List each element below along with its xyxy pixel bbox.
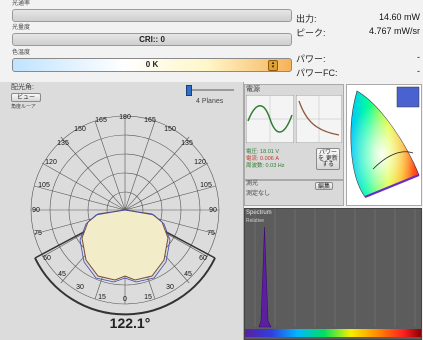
measure-status: 測定なし: [246, 191, 271, 197]
power-label: パワー:: [296, 54, 326, 64]
cri-bar: CRI:: 0: [12, 33, 292, 46]
electrical-readout: 電圧: 18.01 V 電流: 0.006 A 周波数: 0.03 Hz: [246, 149, 285, 170]
cct-value: 0 K: [145, 60, 159, 69]
spectrum-chart: [245, 209, 421, 337]
angle-label-105-right: 105: [200, 182, 212, 189]
angle-label-165-right: 165: [144, 117, 156, 124]
angle-label-60-right: 60: [199, 255, 207, 262]
angle-label-135-left: 135: [57, 140, 69, 147]
polar-angle-labels: 180 165 165 150 150 135 135 120 120 105 …: [32, 114, 217, 303]
polar-sub-label: 角度ルーア: [11, 104, 36, 110]
planes-label: 4 Planes: [196, 98, 224, 105]
angle-label-15-left: 15: [98, 294, 106, 301]
electrical-title: 電源: [246, 86, 260, 93]
cct-spinner[interactable]: ▴ ▾: [268, 60, 278, 71]
edit-button[interactable]: 編集: [315, 182, 333, 190]
beam-angle-arc: [34, 257, 216, 316]
wavelength-color-bar: [245, 329, 421, 337]
distribution-fill: [81, 209, 169, 281]
angle-label-15-right: 15: [144, 294, 152, 301]
measure-title: 測光: [246, 181, 259, 187]
angle-label-60-left: 60: [43, 255, 51, 262]
current-readout: 電流: 0.006 A: [246, 156, 280, 162]
angle-label-30-right: 30: [166, 284, 174, 291]
top-label-2: 光量度: [12, 25, 31, 31]
power-value: -: [417, 52, 420, 62]
peak-label: ピーク:: [296, 28, 326, 38]
distribution-curve-blue: [79, 209, 171, 283]
spectrum-peak: [258, 226, 272, 328]
cct-bar: 0 K: [12, 58, 292, 72]
polar-title: 配光角:: [11, 84, 34, 91]
luminous-flux-bar: [12, 9, 292, 22]
update-power-button[interactable]: パワーを 更新する: [316, 148, 340, 170]
cie-diagram: [350, 86, 420, 199]
output-value: 14.60 mW: [378, 12, 420, 22]
output-label: 出力:: [296, 14, 317, 24]
power-fc-label: パワーFC:: [296, 68, 338, 78]
angle-label-135-right: 135: [181, 140, 193, 147]
angle-label-75-right: 75: [207, 230, 215, 237]
angle-label-45-left: 45: [58, 271, 66, 278]
angle-label-45-right: 45: [184, 271, 192, 278]
angle-label-90-right: 90: [209, 207, 217, 214]
angle-label-150-right: 150: [164, 126, 176, 133]
top-label-3: 色温度: [12, 50, 31, 56]
angle-label-0: 0: [123, 296, 127, 303]
angle-label-105-left: 105: [38, 182, 50, 189]
angle-label-30-left: 30: [76, 284, 84, 291]
spectrum-panel: [244, 208, 422, 340]
top-label-1: 光通率: [12, 1, 31, 7]
voltage-readout: 電圧: 18.01 V: [246, 149, 280, 155]
planes-slider-track: [186, 89, 234, 91]
angle-label-150-left: 150: [74, 126, 86, 133]
beam-angle-value: 122.1°: [109, 315, 151, 331]
angle-label-75-left: 75: [34, 230, 42, 237]
planes-slider-thumb[interactable]: [186, 85, 192, 96]
peak-value: 4.767 mW/sr: [368, 26, 420, 36]
angle-label-120-left: 120: [45, 159, 57, 166]
angle-label-165-left: 165: [95, 117, 107, 124]
angle-label-180: 180: [119, 114, 131, 121]
voltage-waveform: [246, 95, 294, 143]
frequency-readout: 周波数: 0.03 Hz: [246, 163, 285, 169]
angle-label-120-right: 120: [194, 159, 206, 166]
power-fc-value: -: [417, 66, 420, 76]
polar-view-button[interactable]: ビュー: [11, 93, 41, 102]
spectrum-title: Spectrum: [246, 210, 272, 216]
polar-chart: 180 165 165 150 150 135 135 120 120 105 …: [30, 114, 220, 316]
current-waveform: [296, 95, 342, 143]
angle-label-90-left: 90: [32, 207, 40, 214]
